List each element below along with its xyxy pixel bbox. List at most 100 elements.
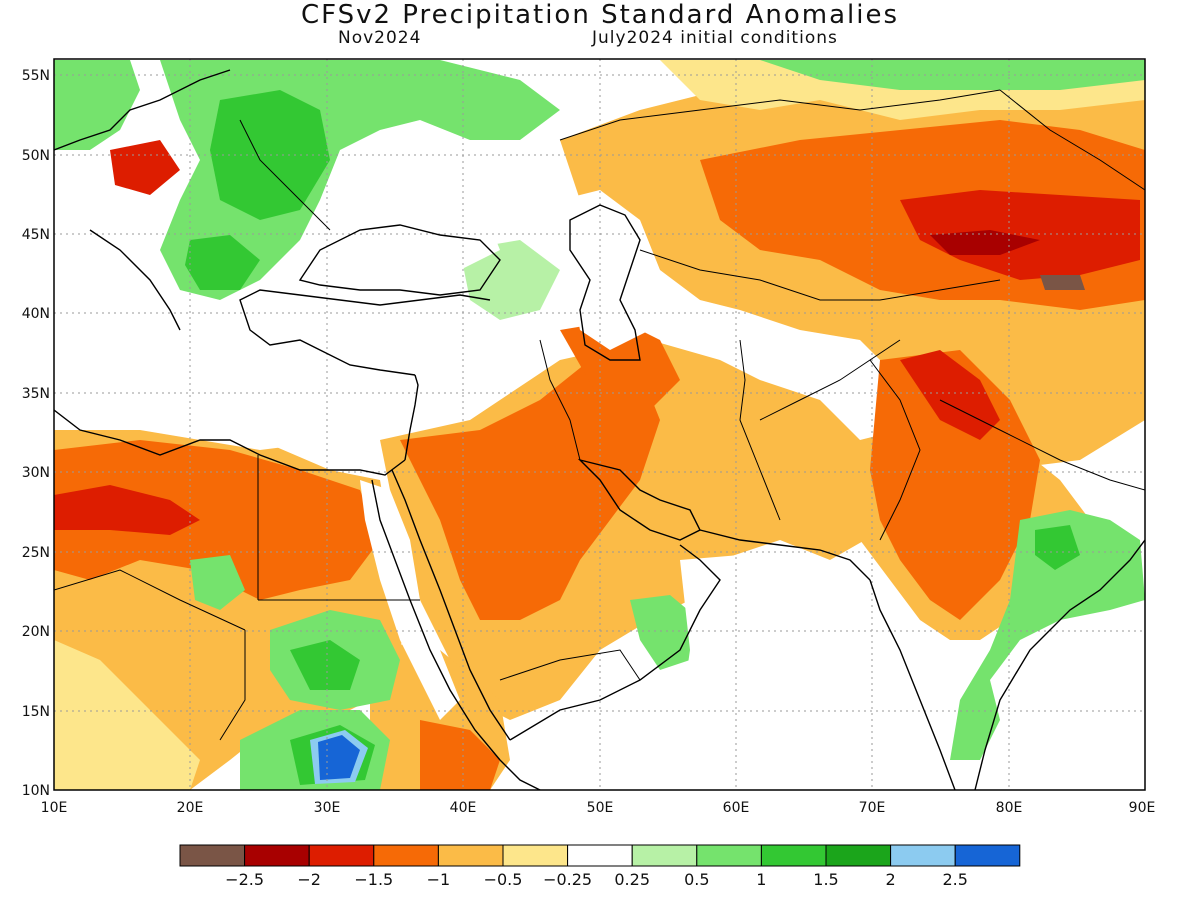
weak-wet-caucasus: [460, 240, 560, 320]
lat-label: 55N: [22, 68, 50, 84]
europe-north-outline: [54, 69, 231, 151]
lon-label: 80E: [996, 800, 1023, 816]
lat-label: 30N: [22, 465, 50, 481]
red-sea-east: [391, 469, 511, 741]
colorbar-swatch: [373, 844, 439, 867]
extreme-dry-xinjiang: [1040, 275, 1085, 290]
lat-label: 20N: [22, 624, 50, 640]
colorbar-label: −2.5: [225, 870, 264, 889]
colorbar-label: −1.5: [354, 870, 393, 889]
neutral-caspian-region: [560, 190, 660, 350]
strong-dry-sahara: [54, 485, 200, 535]
colorbar-swatch: [825, 844, 892, 867]
strong-wet-bengal: [1035, 525, 1080, 570]
neutral-mediterranean: [54, 290, 420, 450]
wet-anomaly-oman: [630, 595, 700, 670]
lat-label: 50N: [22, 148, 50, 164]
latitude-labels: 55N 50N 45N 40N 35N 30N 25N 20N 15N 10N: [22, 68, 50, 799]
graticule: [54, 59, 1145, 790]
weak-dry-south-africa-strip: [54, 640, 200, 790]
colorbar-label: 2.5: [942, 870, 967, 889]
colorbar-swatch: [308, 844, 375, 867]
border-iran-afghanistan: [739, 339, 781, 521]
lon-label: 70E: [859, 800, 886, 816]
anatolia-coast: [239, 289, 491, 376]
wet-anomaly-chad: [190, 555, 245, 610]
caspian-coast: [569, 204, 641, 361]
india-west-coast: [869, 579, 956, 790]
lon-label: 30E: [314, 800, 341, 816]
lon-label: 60E: [723, 800, 750, 816]
extreme-dry-tianshan: [930, 230, 1040, 255]
lon-label: 50E: [587, 800, 614, 816]
lon-label: 40E: [450, 800, 477, 816]
colorbar-label: 0.5: [684, 870, 709, 889]
border-china-india: [939, 399, 1145, 491]
colorbar-swatch: [179, 844, 246, 867]
border-kazakhstan-south: [639, 249, 1001, 301]
colorbar-label: −0.25: [543, 870, 592, 889]
forecast-month: Nov2024: [338, 28, 422, 48]
horn-of-africa-coast: [499, 759, 541, 790]
colorbar-swatch: [760, 844, 827, 867]
strong-dry-kazakhstan: [900, 190, 1140, 280]
lat-label: 10N: [22, 783, 50, 799]
red-sea-west: [371, 479, 501, 761]
neutral-arabian-sea: [680, 555, 940, 790]
colorbar-label: 2: [886, 870, 896, 889]
moderate-dry-east-africa: [420, 720, 500, 790]
lat-label: 40N: [22, 306, 50, 322]
longitude-labels: 10E 20E 30E 40E 50E 60E 70E 80E 90E: [41, 800, 1156, 816]
border-kazakhstan-russia: [559, 89, 1001, 141]
iran-pakistan-coast: [699, 529, 871, 581]
india-east-coast: [974, 539, 1145, 790]
lat-label: 15N: [22, 704, 50, 720]
levant-coast: [404, 374, 419, 461]
coastlines: [54, 69, 1145, 790]
colorbar-label: −0.5: [484, 870, 523, 889]
arabia-south-coast: [509, 544, 721, 741]
moderate-dry-sahara: [54, 440, 380, 600]
colorbar: −2.5 −2 −1.5 −1 −0.5 −0.25 0.25 0.5 1 1.5 2 2.5: [179, 844, 1021, 889]
moderate-dry-arabia: [400, 360, 660, 620]
political-borders: [54, 89, 1145, 741]
colorbar-swatch: [631, 844, 698, 867]
extreme-wet-ethiopia: [318, 735, 360, 780]
north-africa-coast: [54, 409, 406, 476]
colorbar-swatch: [437, 844, 504, 867]
border-china-mongolia: [999, 89, 1145, 191]
neutral-black-sea-region: [330, 175, 500, 270]
colorbar-label: 1: [756, 870, 766, 889]
border-india-pakistan: [869, 359, 921, 541]
border-saudi-yemen: [499, 649, 641, 681]
map-title: CFSv2 Precipitation Standard Anomalies: [300, 0, 900, 30]
colorbar-swatch: [502, 844, 569, 867]
border-sudan-chad: [219, 630, 246, 741]
colorbar-label: −1: [427, 870, 451, 889]
strong-wet-sudan: [290, 640, 360, 690]
wet-anomaly-western-europe: [54, 60, 140, 150]
lat-label: 25N: [22, 545, 50, 561]
initial-conditions: July2024 initial conditions: [592, 28, 838, 48]
colorbar-label: 0.25: [614, 870, 650, 889]
lon-label: 90E: [1129, 800, 1156, 816]
border-iran-iraq: [539, 339, 581, 461]
colorbar-swatch: [244, 844, 310, 867]
colorbar-label: 1.5: [813, 870, 838, 889]
anomaly-fields: [54, 60, 1145, 790]
lon-label: 20E: [177, 800, 204, 816]
black-sea-coast: [298, 224, 501, 296]
wet-anomaly-north-steppe: [760, 60, 1145, 90]
colorbar-swatch: [567, 844, 633, 867]
border-europe-ukraine: [239, 119, 331, 231]
border-afghanistan-pakistan: [759, 339, 901, 421]
colorbar-label: −2: [297, 870, 321, 889]
wet-anomaly-bay-of-bengal: [950, 510, 1145, 760]
lon-label: 10E: [41, 800, 68, 816]
colorbar-swatch: [954, 844, 1021, 867]
adriatic-italy: [89, 229, 181, 331]
colorbar-swatch: [696, 844, 762, 867]
moderate-dry-iran: [560, 320, 680, 420]
colorbar-swatch: [890, 844, 956, 867]
